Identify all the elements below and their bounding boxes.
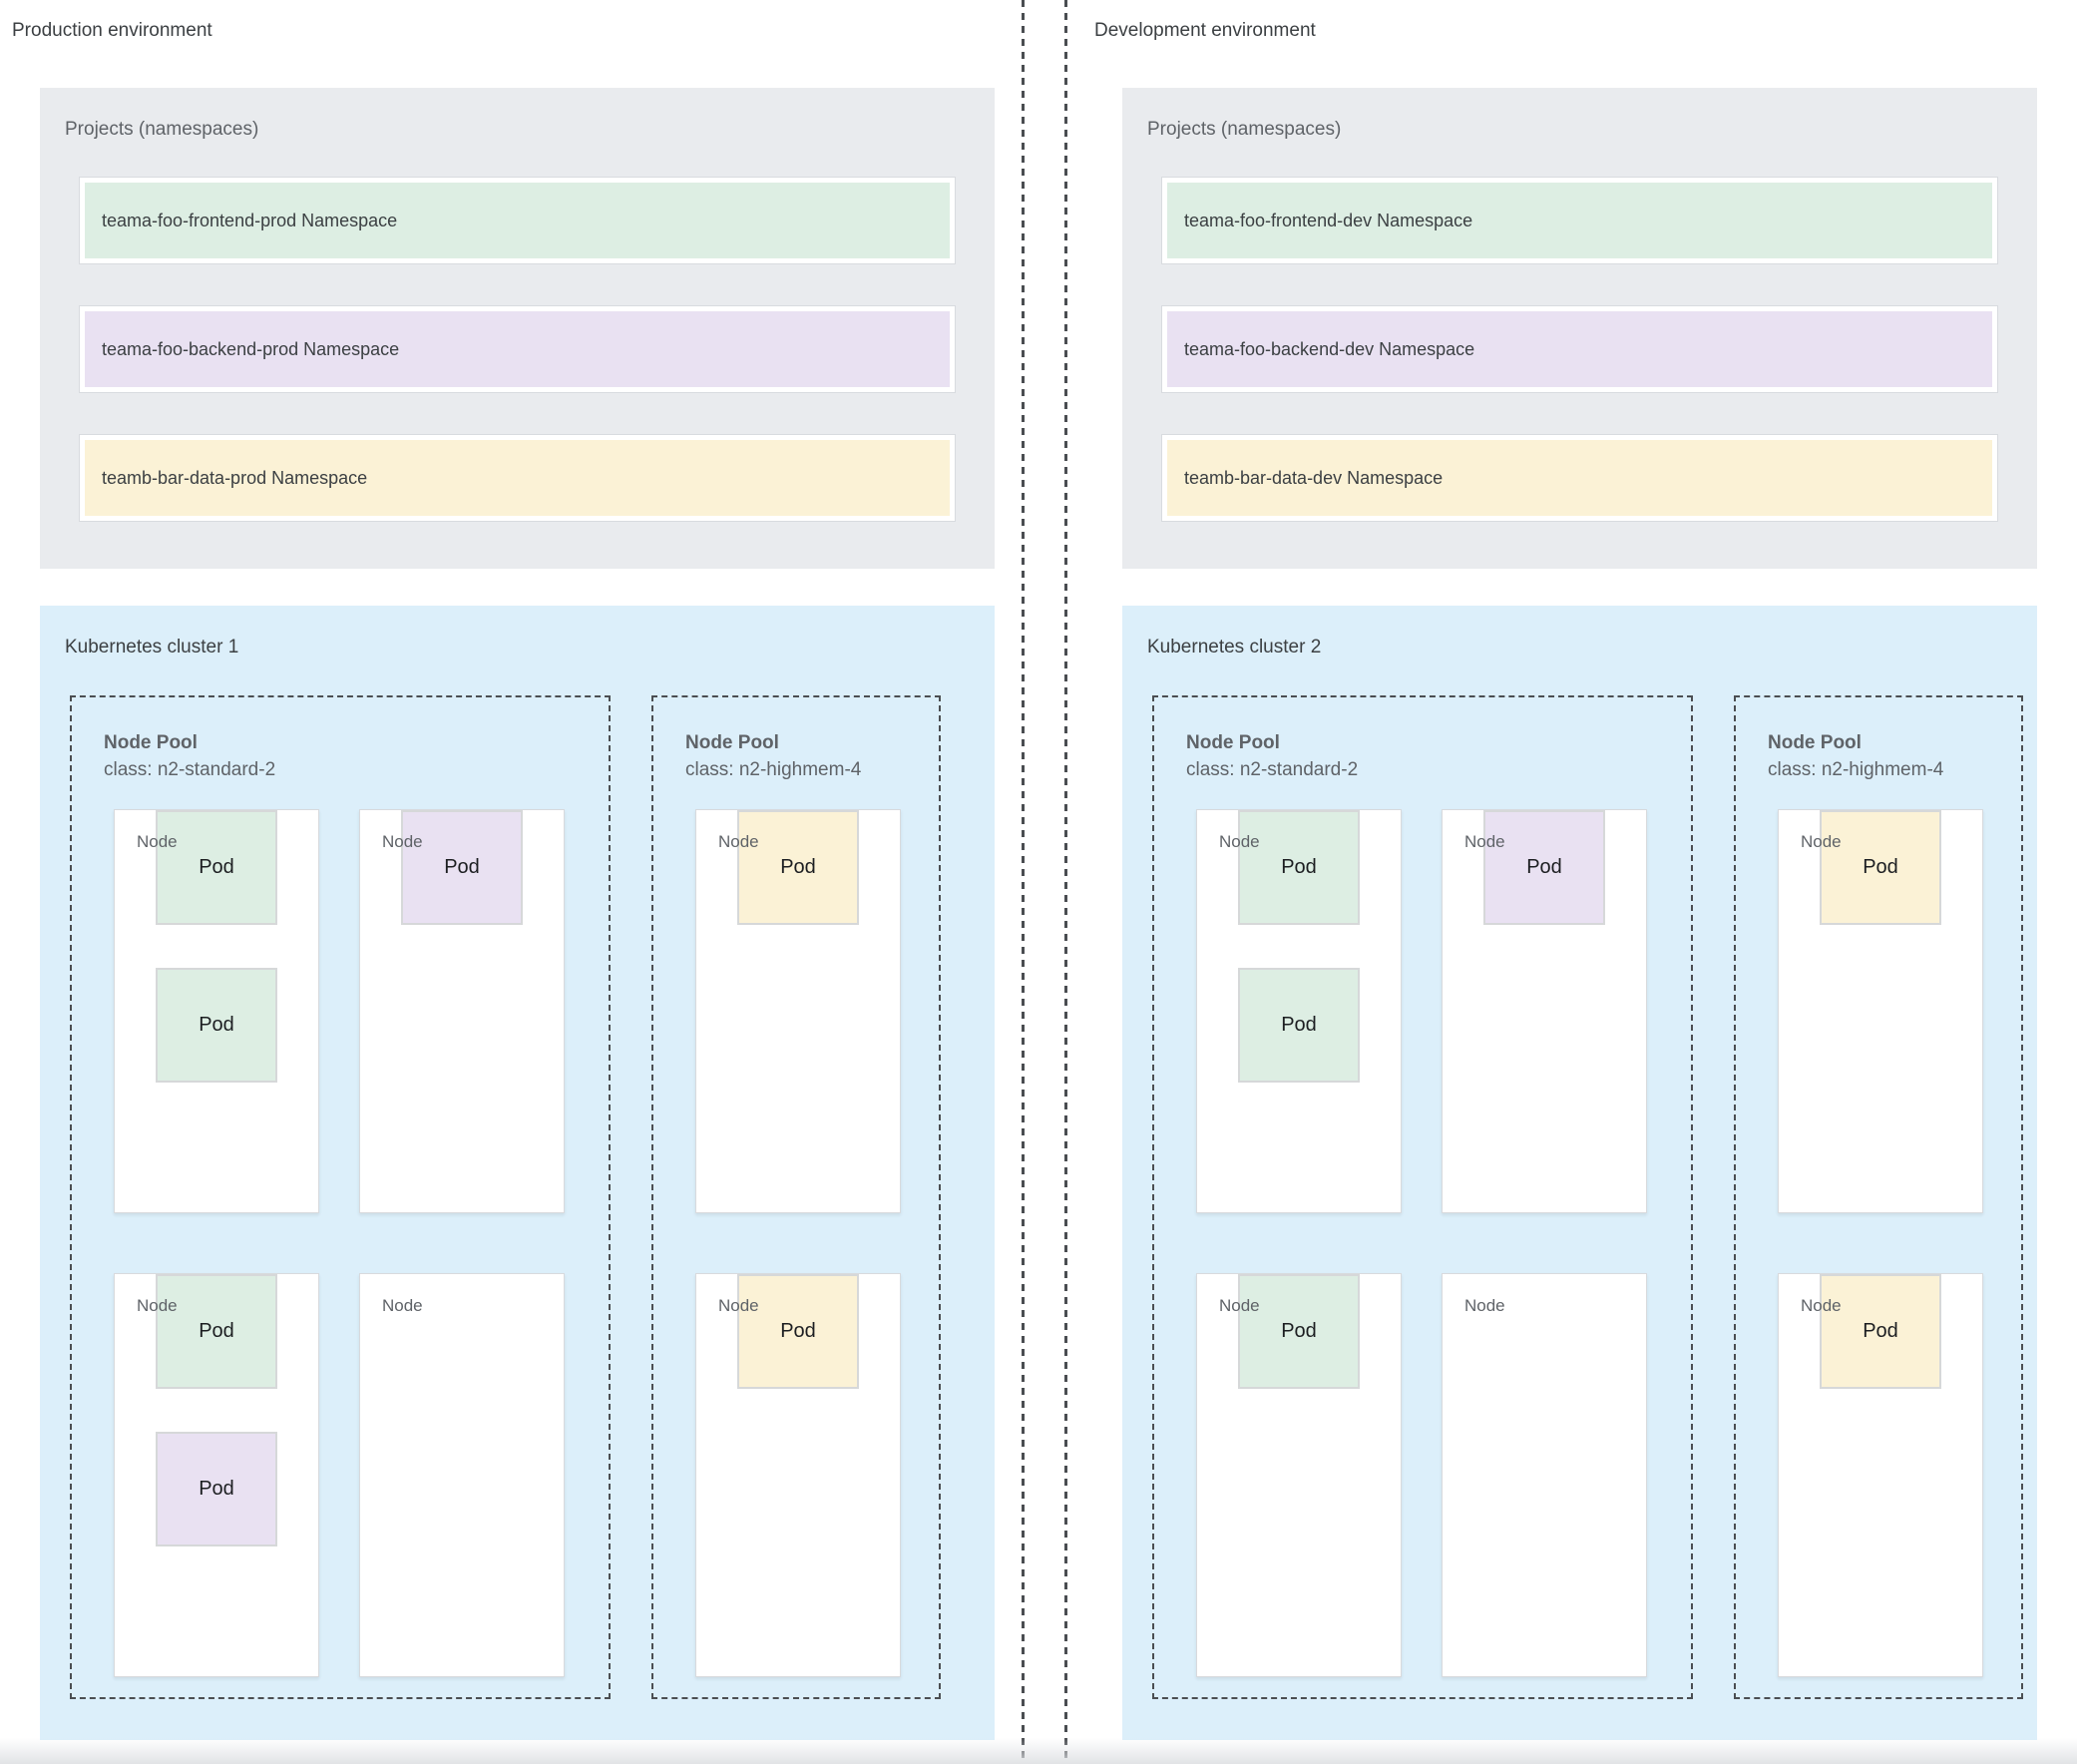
pod-box: Pod: [1820, 1274, 1941, 1389]
node-pool-name: Node Pool: [104, 732, 198, 753]
pod-box: Pod: [156, 1432, 277, 1546]
node-box: Node: [359, 1273, 565, 1677]
node-grid: Node Pod Node Pod: [695, 809, 901, 1677]
node-grid: Node Pod Pod Node Pod Node Pod Node: [1196, 809, 1647, 1677]
namespace-bar: teama-foo-backend-prod Namespace: [80, 306, 955, 392]
pod-box: Pod: [156, 1274, 277, 1389]
node-grid: Node Pod Pod Node Pod Node Pod Pod Node: [114, 809, 565, 1677]
node-label: Node: [382, 1296, 423, 1315]
node-pool-name: Node Pool: [1768, 732, 1862, 753]
node-grid: Node Pod Node Pod: [1778, 809, 1983, 1677]
node-pool-class: class: n2-standard-2: [1186, 759, 1359, 780]
node-pool-header: Node Pool class: n2-highmem-4: [685, 729, 861, 783]
node-pool-header: Node Pool class: n2-standard-2: [1186, 729, 1358, 783]
namespace-label: teama-foo-backend-dev Namespace: [1184, 338, 1475, 359]
node-label: Node: [1801, 1296, 1842, 1315]
node-pool-class: class: n2-highmem-4: [1768, 759, 1944, 780]
namespace-label: teamb-bar-data-prod Namespace: [102, 467, 368, 488]
node-box: Node Pod: [1778, 809, 1983, 1213]
pod-box: Pod: [1820, 810, 1941, 925]
node-label: Node: [718, 832, 759, 851]
node-label: Node: [1219, 1296, 1260, 1315]
node-pools: Node Pool class: n2-standard-2 Node Pod Pod N…: [40, 606, 995, 1740]
node-box: Node Pod: [1196, 1273, 1402, 1677]
node-pools: Node Pool class: n2-standard-2 Node Pod Pod N…: [1122, 606, 2037, 1740]
node-box: Node Pod: [359, 809, 565, 1213]
node-label: Node: [137, 832, 178, 851]
panel-development: Development environment Projects (namesp…: [1082, 0, 2077, 1764]
namespace-label: teama-foo-frontend-prod Namespace: [102, 210, 398, 230]
node-label: Node: [1464, 1296, 1505, 1315]
cluster-box: Kubernetes cluster 2 Node Pool class: n2-…: [1122, 606, 2037, 1740]
node-pool-class: class: n2-highmem-4: [685, 759, 862, 780]
node-pool: Node Pool class: n2-standard-2 Node Pod Pod N…: [70, 695, 611, 1699]
node-label: Node: [718, 1296, 759, 1315]
pod-box: Pod: [1483, 810, 1605, 925]
projects-box-label: Projects (namespaces): [65, 119, 259, 140]
node-label: Node: [1801, 832, 1842, 851]
environment-title: Development environment: [1094, 20, 1316, 41]
node-box: Node: [1442, 1273, 1647, 1677]
pod-box: Pod: [1238, 968, 1360, 1083]
cluster-box-label: Kubernetes cluster 2: [1147, 637, 1322, 658]
cluster-box: Kubernetes cluster 1 Node Pool class: n2-…: [40, 606, 995, 1740]
namespace-bar: teamb-bar-data-dev Namespace: [1162, 435, 1997, 521]
node-pool-name: Node Pool: [1186, 732, 1280, 753]
pod-box: Pod: [156, 968, 277, 1083]
namespace-label: teama-foo-backend-prod Namespace: [102, 338, 400, 359]
projects-box: Projects (namespaces) teama-foo-frontend…: [40, 88, 995, 569]
namespace-bar: teama-foo-backend-dev Namespace: [1162, 306, 1997, 392]
node-box: Node Pod: [695, 1273, 901, 1677]
node-label: Node: [1219, 832, 1260, 851]
node-pool-header: Node Pool class: n2-standard-2: [104, 729, 275, 783]
pod-box: Pod: [1238, 1274, 1360, 1389]
node-pool: Node Pool class: n2-highmem-4 Node Pod Node P…: [651, 695, 941, 1699]
namespace-label: teama-foo-frontend-dev Namespace: [1184, 210, 1473, 230]
node-box: Node Pod Pod: [1196, 809, 1402, 1213]
page-bottom-fade: [0, 1738, 2077, 1764]
pod-box: Pod: [737, 1274, 859, 1389]
node-pool: Node Pool class: n2-standard-2 Node Pod Pod N…: [1152, 695, 1693, 1699]
node-pool-name: Node Pool: [685, 732, 779, 753]
cluster-box-label: Kubernetes cluster 1: [65, 637, 239, 658]
environment-title: Production environment: [12, 20, 212, 41]
namespace-bar: teama-foo-frontend-dev Namespace: [1162, 178, 1997, 263]
namespace-list: teama-foo-frontend-dev Namespace teama-fo…: [1162, 178, 1997, 521]
node-label: Node: [137, 1296, 178, 1315]
projects-box: Projects (namespaces) teama-foo-frontend…: [1122, 88, 2037, 569]
pod-box: Pod: [1238, 810, 1360, 925]
panel-production: Production environment Projects (namespa…: [0, 0, 1038, 1764]
node-label: Node: [1464, 832, 1505, 851]
node-box: Node Pod: [1442, 809, 1647, 1213]
node-box: Node Pod: [695, 809, 901, 1213]
pod-box: Pod: [156, 810, 277, 925]
environment-divider-line-left: [1022, 0, 1025, 1764]
node-box: Node Pod Pod: [114, 1273, 319, 1677]
node-pool: Node Pool class: n2-highmem-4 Node Pod Node P…: [1734, 695, 2023, 1699]
node-pool-header: Node Pool class: n2-highmem-4: [1768, 729, 1943, 783]
namespace-bar: teama-foo-frontend-prod Namespace: [80, 178, 955, 263]
node-pool-class: class: n2-standard-2: [104, 759, 276, 780]
projects-box-label: Projects (namespaces): [1147, 119, 1342, 140]
node-box: Node Pod Pod: [114, 809, 319, 1213]
namespace-list: teama-foo-frontend-prod Namespace teama-f…: [80, 178, 955, 521]
pod-box: Pod: [737, 810, 859, 925]
node-label: Node: [382, 832, 423, 851]
environment-divider-line-right: [1064, 0, 1067, 1764]
pod-box: Pod: [401, 810, 523, 925]
namespace-bar: teamb-bar-data-prod Namespace: [80, 435, 955, 521]
namespace-label: teamb-bar-data-dev Namespace: [1184, 467, 1444, 488]
node-box: Node Pod: [1778, 1273, 1983, 1677]
